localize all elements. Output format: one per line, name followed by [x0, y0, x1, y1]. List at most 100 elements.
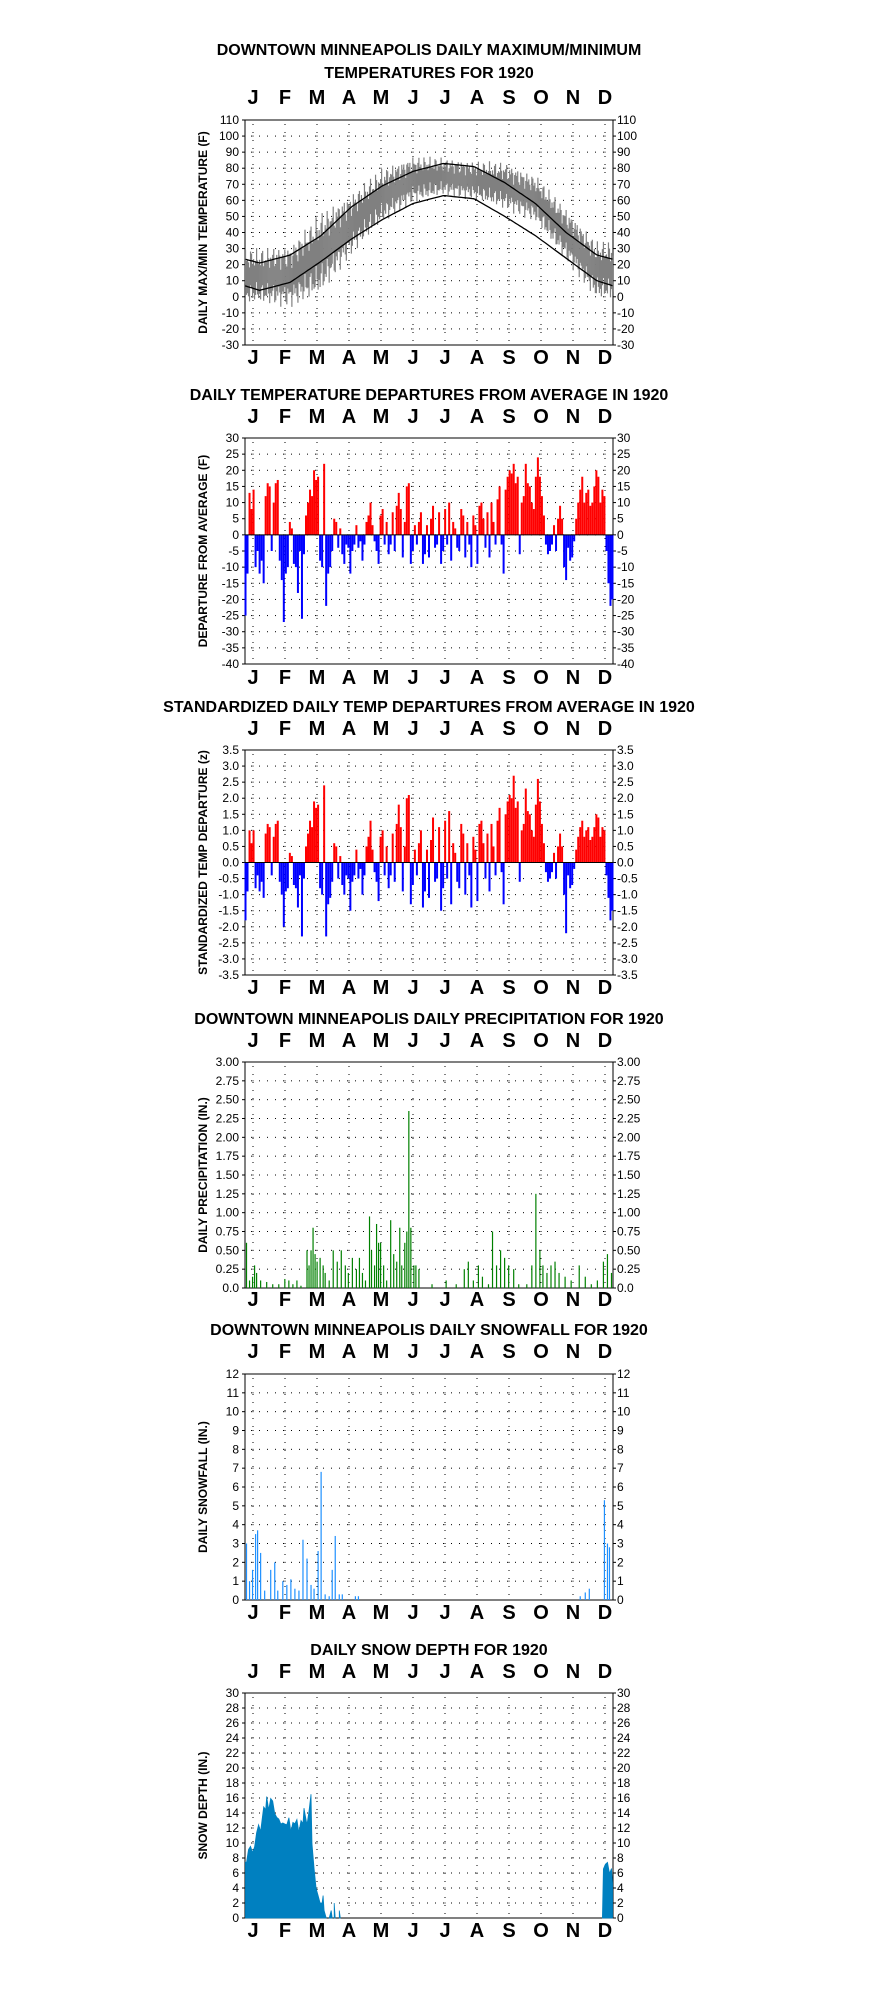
departure-bar	[567, 534, 570, 548]
grid-dot	[348, 498, 350, 499]
departure-bar	[569, 862, 572, 889]
grid-dot	[307, 615, 308, 617]
grid-dot	[571, 566, 572, 568]
grid-dot	[380, 962, 382, 963]
grid-dot	[444, 626, 446, 627]
grid-dot	[299, 566, 300, 568]
grid-dot	[508, 786, 510, 787]
grid-dot	[507, 1193, 508, 1195]
month-label-bottom: F	[279, 347, 291, 369]
grid-dot	[331, 151, 332, 153]
grid-dot	[427, 1193, 428, 1195]
y-tick-label-left: -20	[222, 322, 240, 336]
grid-dot	[348, 167, 350, 169]
grid-dot	[467, 151, 468, 153]
grid-dot	[363, 469, 364, 471]
grid-dot	[411, 781, 412, 783]
grid-dot	[587, 312, 588, 314]
grid-dot	[284, 308, 286, 309]
grid-dot	[331, 910, 332, 912]
y-tick-label-left: -2.0	[218, 920, 239, 934]
grid-dot	[419, 910, 420, 912]
grid-dot	[604, 324, 606, 325]
grid-dot	[252, 308, 254, 309]
departure-bar	[373, 534, 376, 542]
grid-dot	[412, 778, 414, 779]
grid-dot	[467, 781, 468, 783]
grid-dot	[427, 453, 428, 455]
grid-dot	[275, 813, 276, 815]
grid-dot	[323, 598, 324, 600]
grid-dot	[427, 1212, 428, 1214]
grid-dot	[412, 135, 414, 137]
grid-dot	[284, 140, 286, 141]
departure-bar	[446, 862, 449, 879]
grid-dot	[348, 1231, 350, 1232]
grid-dot	[531, 1212, 532, 1214]
grid-dot	[331, 485, 332, 487]
grid-dot	[547, 797, 548, 799]
grid-dot	[444, 312, 446, 314]
grid-dot	[508, 453, 510, 455]
grid-dot	[451, 598, 452, 600]
grid-dot	[476, 506, 478, 507]
grid-dot	[252, 598, 254, 600]
grid-dot	[380, 268, 382, 269]
grid-dot	[347, 151, 348, 153]
grid-dot	[411, 485, 412, 487]
grid-dot	[348, 926, 350, 928]
y-tick-label-right: 15	[617, 479, 631, 493]
y-tick-label-left: 3.5	[222, 743, 239, 757]
grid-dot	[427, 328, 428, 330]
grid-dot	[347, 942, 348, 944]
departure-bar	[329, 862, 332, 898]
grid-dot	[507, 215, 508, 217]
grid-dot	[603, 765, 604, 767]
grid-dot	[587, 469, 588, 471]
grid-dot	[483, 119, 484, 121]
grid-dot	[563, 631, 564, 633]
grid-dot	[483, 280, 484, 282]
grid-dot	[299, 119, 300, 121]
grid-dot	[475, 232, 476, 233]
month-label-top: J	[247, 406, 258, 428]
departure-bar	[244, 862, 247, 921]
grid-dot	[380, 437, 382, 439]
grid-dot	[316, 1174, 318, 1176]
grid-dot	[595, 151, 596, 153]
grid-dot	[347, 765, 348, 767]
grid-dot	[291, 797, 292, 799]
grid-dot	[380, 602, 382, 603]
grid-dot	[403, 647, 404, 649]
grid-dot	[499, 631, 500, 633]
grid-dot	[316, 324, 318, 325]
grid-dot	[540, 974, 542, 976]
grid-dot	[467, 765, 468, 767]
grid-dot	[604, 942, 606, 944]
grid-dot	[572, 308, 574, 309]
grid-dot	[339, 797, 340, 799]
grid-dot	[267, 215, 268, 217]
grid-dot	[507, 1212, 508, 1214]
grid-dot	[331, 1249, 332, 1251]
grid-dot	[348, 312, 350, 314]
grid-dot	[508, 442, 510, 443]
grid-dot	[476, 248, 478, 250]
departure-bar	[399, 509, 402, 535]
grid-dot	[476, 268, 478, 269]
grid-dot	[443, 502, 444, 504]
grid-dot	[339, 151, 340, 153]
grid-dot	[347, 829, 348, 831]
grid-dot	[603, 598, 604, 600]
grid-dot	[251, 797, 252, 799]
grid-dot	[427, 631, 428, 633]
departure-bar	[496, 499, 499, 535]
grid-dot	[283, 942, 284, 944]
y-tick-label-left: -25	[222, 609, 240, 623]
grid-dot	[387, 1212, 388, 1214]
grid-dot	[380, 474, 382, 475]
grid-dot	[603, 215, 604, 217]
grid-dot	[347, 550, 348, 552]
grid-dot	[347, 167, 348, 169]
month-label-top: F	[279, 718, 291, 740]
